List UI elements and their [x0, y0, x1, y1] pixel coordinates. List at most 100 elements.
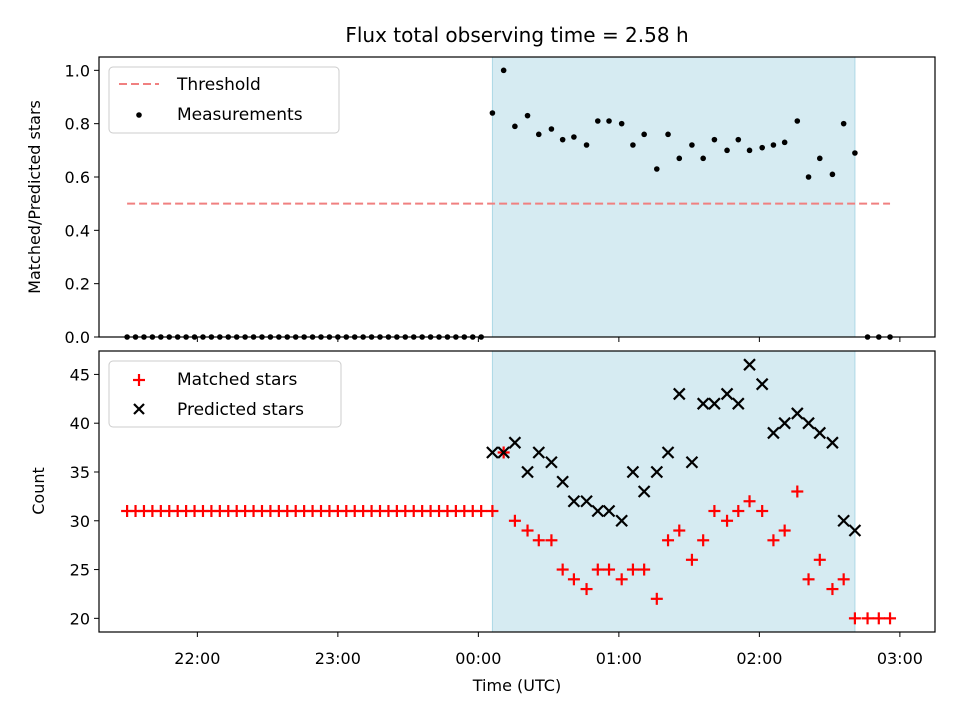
legend-predicted-label: Predicted stars	[177, 400, 304, 420]
measurement-point	[816, 155, 823, 162]
measurement-point	[559, 136, 566, 143]
predicted-point	[708, 397, 721, 410]
top-ytick-label: 0.4	[65, 221, 90, 240]
measurement-point	[630, 142, 636, 148]
predicted-point	[696, 397, 710, 410]
predicted-point	[837, 514, 850, 528]
predicted-point	[802, 416, 815, 430]
predicted-point	[626, 465, 640, 479]
measurement-point	[524, 112, 531, 119]
matched-point	[603, 563, 616, 576]
predicted-point	[521, 465, 534, 479]
matched-point	[521, 524, 534, 537]
measurement-point	[654, 166, 660, 172]
matched-point	[615, 573, 628, 586]
bottom-xtick-label: 03:00	[877, 649, 923, 668]
legend-threshold-label: Threshold	[176, 75, 261, 95]
matched-point	[508, 514, 521, 527]
matched-point	[708, 505, 721, 518]
measurement-point	[606, 118, 612, 124]
predicted-point	[545, 455, 558, 469]
top-legend: Threshold Measurements	[108, 66, 340, 134]
predicted-point	[486, 446, 499, 459]
predicted-point	[580, 494, 593, 508]
bottom-ytick-label: 40	[70, 414, 90, 433]
predicted-point	[556, 475, 569, 489]
figure-title: Flux total observing time = 2.58 h	[345, 23, 688, 47]
measurement-point	[829, 171, 836, 178]
measurement-point	[618, 120, 625, 127]
top-ytick-label: 0.2	[65, 275, 90, 294]
matched-point	[580, 583, 593, 596]
measurement-point	[724, 147, 730, 154]
top-observing-span	[491, 56, 856, 338]
bottom-ytick-label: 30	[70, 512, 90, 531]
measurement-point	[852, 150, 858, 156]
top-legend-box	[108, 66, 340, 134]
matched-point	[591, 563, 604, 576]
measurement-point	[548, 126, 555, 132]
top-plot-frame	[98, 56, 936, 338]
bottom-xtick-label: 02:00	[736, 649, 782, 668]
measurement-point	[665, 131, 671, 138]
matched-point	[673, 524, 686, 537]
top-panel: 0.0 0.2 0.4 0.6 0.8 1.0 Matched/Predicted sta…	[25, 56, 936, 347]
measurement-point	[676, 155, 683, 162]
predicted-point	[532, 446, 546, 459]
predicted-point	[767, 426, 780, 440]
predicted-point	[673, 387, 686, 401]
predicted-point	[826, 436, 839, 449]
measurement-point	[689, 142, 695, 148]
measurement-point	[594, 118, 601, 124]
measurement-point	[700, 155, 706, 162]
matched-point	[837, 573, 850, 586]
bottom-plot-frame	[98, 350, 936, 633]
matched-point	[778, 524, 791, 537]
predicted-point	[778, 416, 791, 430]
matched-point	[767, 534, 780, 547]
predicted-point	[615, 514, 628, 528]
measurement-point	[583, 142, 590, 148]
legend-matched-label: Matched stars	[177, 370, 297, 390]
matched-point	[872, 612, 885, 625]
bottom-ylabel: Count	[29, 467, 48, 515]
matched-point	[826, 583, 839, 596]
measurement-point	[535, 131, 542, 138]
matched-point	[848, 612, 861, 625]
matched-point	[662, 534, 675, 547]
bottom-legend: Matched stars Predicted stars	[108, 360, 342, 428]
measurement-point	[746, 147, 753, 154]
top-ylabel: Matched/Predicted stars	[25, 100, 44, 294]
top-ytick-label: 1.0	[65, 61, 90, 80]
top-ytick-label: 0.0	[65, 328, 90, 347]
top-ytick-label: 0.6	[65, 168, 90, 187]
top-ytick-label: 0.8	[65, 115, 90, 134]
predicted-point	[813, 426, 827, 440]
bottom-legend-box	[108, 360, 342, 428]
bottom-xtick-label: 01:00	[596, 649, 642, 668]
matched-point	[626, 563, 639, 576]
measurement-point	[641, 131, 647, 138]
predicted-point	[508, 436, 522, 449]
legend-measurements-label: Measurements	[177, 105, 303, 125]
bottom-marks-layer	[121, 358, 897, 625]
measurement-point	[840, 120, 847, 127]
predicted-point	[743, 358, 756, 371]
predicted-point	[650, 465, 664, 479]
predicted-point	[661, 446, 675, 459]
bottom-axes-layer: 20 25 30 35 40 45 22:00 23:00 00:00 01:00 02:00 03:…	[70, 365, 923, 668]
legend-matched-swatch	[133, 374, 145, 386]
top-axes-layer: 0.0 0.2 0.4 0.6 0.8 1.0	[65, 61, 901, 347]
bottom-ytick-label: 35	[70, 463, 90, 482]
matched-point	[685, 553, 698, 566]
matched-point	[697, 534, 710, 547]
measurement-point	[759, 144, 765, 151]
matched-point	[813, 553, 826, 566]
matched-point	[721, 514, 734, 527]
bottom-panel: 20 25 30 35 40 45 22:00 23:00 00:00 01:00 02:00 03:…	[29, 350, 936, 695]
matched-point	[791, 485, 804, 498]
matched-point	[802, 573, 815, 586]
matched-point	[567, 573, 580, 586]
bottom-xtick-label: 23:00	[315, 649, 361, 668]
